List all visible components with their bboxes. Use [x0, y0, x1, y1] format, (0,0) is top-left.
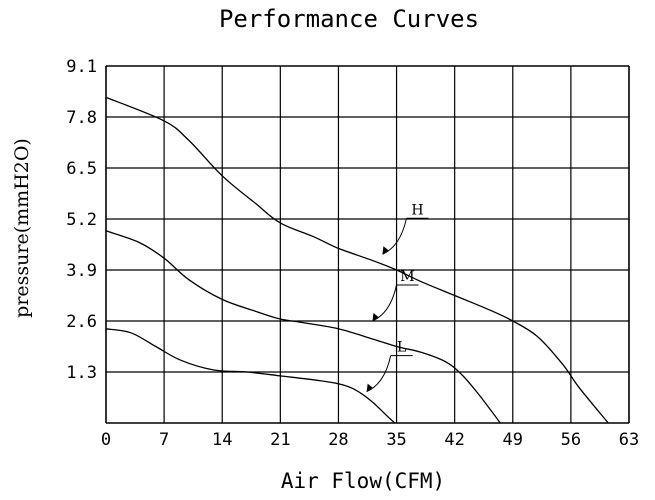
curve-h	[105, 96, 609, 424]
y-tick-label: 2.6	[66, 312, 97, 332]
curve-l	[105, 328, 396, 424]
x-tick-label: 0	[101, 430, 111, 450]
curve-label-m: M	[400, 269, 414, 285]
y-tick-label: 7.8	[66, 108, 97, 128]
curve-m	[105, 230, 501, 424]
leader-h	[382, 218, 407, 255]
y-axis-label: pressure(mmH2O)	[11, 138, 33, 318]
curves	[105, 96, 609, 424]
x-tick-labels: 0 7 14 21 28 35 42 49 56 63	[101, 430, 639, 450]
y-tick-label: 3.9	[66, 261, 97, 281]
x-tick-label: 7	[159, 430, 169, 450]
x-axis-label: Air Flow(CFM)	[281, 469, 445, 493]
y-tick-label: 5.2	[66, 210, 97, 230]
leader-m	[372, 284, 397, 322]
leader-arrow-h	[382, 246, 389, 255]
leader-arrow-l	[366, 383, 373, 392]
x-tick-label: 28	[328, 430, 348, 450]
grid	[105, 65, 630, 424]
curve-labels: H M L	[366, 202, 429, 393]
chart-title: Performance Curves	[219, 5, 479, 33]
leader-l	[366, 355, 392, 393]
x-tick-label: 63	[619, 430, 639, 450]
curve-label-l: L	[397, 340, 406, 356]
leader-arrow-m	[372, 313, 379, 321]
x-tick-label: 35	[386, 430, 406, 450]
y-tick-label: 1.3	[66, 363, 97, 383]
y-tick-label: 9.1	[66, 57, 97, 77]
x-tick-label: 42	[444, 430, 464, 450]
x-tick-label: 21	[270, 430, 290, 450]
y-tick-labels: 1.3 2.6 3.9 5.2 6.5 7.8 9.1	[66, 57, 97, 383]
y-tick-label: 6.5	[66, 159, 97, 179]
x-tick-label: 56	[561, 430, 581, 450]
curve-label-h: H	[411, 202, 423, 218]
x-tick-label: 49	[503, 430, 523, 450]
x-tick-label: 14	[212, 430, 232, 450]
